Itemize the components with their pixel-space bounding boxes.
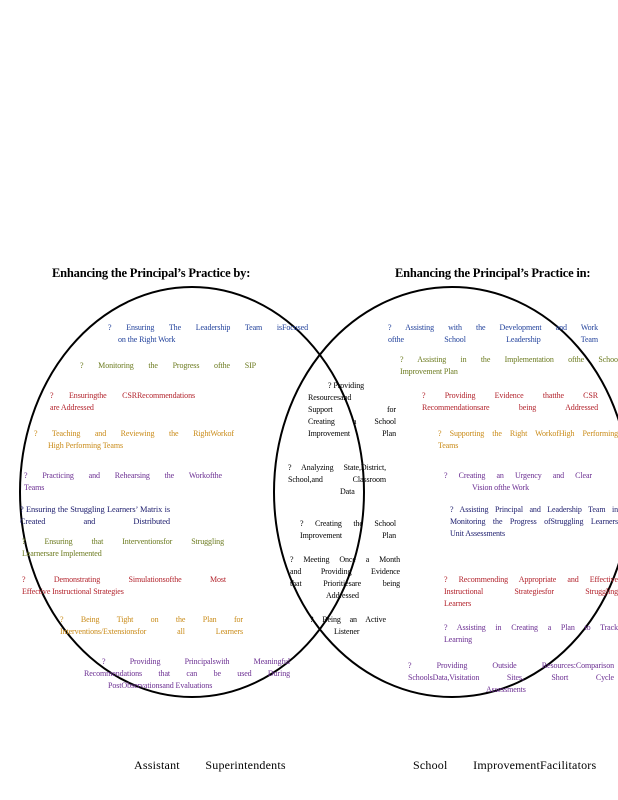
right-circle <box>273 286 618 698</box>
left-item: ? Providing Principalswith Meaningful Rec… <box>84 657 290 690</box>
center-item: ? Being an Active Listener <box>310 615 386 636</box>
left-caption: Assistant Superintendents <box>134 758 286 772</box>
left-item: ? Being Tight on the Plan for Interventio… <box>60 615 243 636</box>
right-item: ? Providing Outside Resources:Comparison… <box>408 661 614 694</box>
left-item: ? Teaching and Reviewing the RightWorkof… <box>34 429 234 450</box>
right-caption: School ImprovementFacilitators <box>413 758 597 772</box>
right-heading: Enhancing the Principal’s Practice in: <box>395 266 591 280</box>
left-item: ? Practicing and Rehearsing the Workofth… <box>24 471 222 492</box>
center-item: ? Providing Resourcesand Support for Creati… <box>308 381 396 438</box>
left-item: ? Ensuring the Struggling Learners’ Matr… <box>20 505 170 526</box>
right-item: ? Assisting in the Implementation ofthe … <box>400 355 618 376</box>
left-circle <box>19 286 365 698</box>
right-item: ? Assisting with the Development and Wor… <box>388 323 598 344</box>
right-item: ? Recommending Appropriate and Effective… <box>444 575 618 608</box>
right-item: ? Assisting Principal and Leadership Tea… <box>450 505 618 538</box>
left-item: ? Ensuringthe CSRRecommendations are Addr… <box>50 391 195 412</box>
center-item: ? Creating the School Improvement Plan <box>300 519 396 540</box>
right-item: ? Creating an Urgency and Clear Vision of… <box>444 471 592 492</box>
left-heading: Enhancing the Principal’s Practice by: <box>52 266 251 280</box>
left-item: ? Demonstrating Simulationsofthe Most Eff… <box>22 575 226 596</box>
left-item: ? Ensuring that Interventionsfor Struggl… <box>22 537 224 558</box>
center-item: ? Meeting Once a Month and Providing Evid… <box>290 555 400 600</box>
right-item: ? Providing Evidence thatthe CSR Recommen… <box>422 391 598 412</box>
center-item: ? Analyzing State,District, School,and Cl… <box>288 463 386 496</box>
left-item: ? Ensuring The Leadership Team isFocused… <box>108 323 308 344</box>
right-item: ? Supporting the Right WorkofHigh Perfor… <box>438 429 618 450</box>
left-item: ? Monitoring the Progress ofthe SIP <box>80 361 256 370</box>
right-item: ? Assisting in Creating a Plan to Track L… <box>444 623 618 644</box>
